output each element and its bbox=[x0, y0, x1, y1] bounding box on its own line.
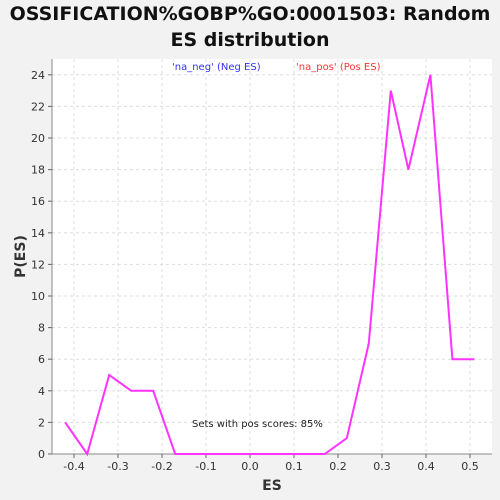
chart-title-line-2: ES distribution bbox=[170, 29, 330, 51]
y-tick-label: 2 bbox=[38, 416, 45, 429]
grid-lines bbox=[52, 59, 492, 455]
y-tick-label: 16 bbox=[31, 195, 45, 208]
chart-title-line-1: OSSIFICATION%GOBP%GO:0001503: Random bbox=[9, 3, 491, 25]
pos-scores-annotation: Sets with pos scores: 85% bbox=[192, 419, 323, 430]
x-axis-label: ES bbox=[262, 478, 282, 494]
y-tick-label: 0 bbox=[38, 448, 45, 461]
y-tick-label: 14 bbox=[31, 227, 45, 240]
y-tick-label: 18 bbox=[31, 164, 45, 177]
x-tick-label: 0.4 bbox=[417, 460, 435, 473]
plot-area bbox=[52, 59, 492, 454]
legend-entry: 'na_pos' (Pos ES) bbox=[296, 62, 381, 73]
series-group bbox=[64, 74, 475, 457]
x-tick-label: 0.5 bbox=[461, 460, 479, 473]
y-tick-label: 4 bbox=[38, 385, 45, 398]
x-tick-label: 0.2 bbox=[329, 460, 347, 473]
legend: 'na_neg' (Neg ES) 'na_pos' (Pos ES) bbox=[172, 62, 381, 73]
x-tick-label: -0.2 bbox=[151, 460, 172, 473]
x-tick-label: -0.4 bbox=[63, 460, 84, 473]
x-tick-label: -0.3 bbox=[107, 460, 128, 473]
x-tick-label: -0.1 bbox=[195, 460, 216, 473]
y-tick-label: 22 bbox=[31, 100, 45, 113]
y-tick-label: 24 bbox=[31, 69, 45, 82]
y-tick-label: 6 bbox=[38, 353, 45, 366]
y-axis-label: P(ES) bbox=[13, 235, 29, 278]
y-tick-label: 20 bbox=[31, 132, 45, 145]
x-tick-label: 0.1 bbox=[285, 460, 303, 473]
legend-entry: 'na_neg' (Neg ES) bbox=[172, 62, 261, 73]
y-tick-label: 12 bbox=[31, 258, 45, 271]
y-tick-label: 8 bbox=[38, 322, 45, 335]
tick-marks: -0.4 -0.3 -0.2 -0.1 0.0 0.1 0.2 0.3 0.4 0.5024681… bbox=[31, 69, 479, 473]
x-tick-label: 0.3 bbox=[373, 460, 391, 473]
x-tick-label: 0.0 bbox=[241, 460, 259, 473]
y-tick-label: 10 bbox=[31, 290, 45, 303]
chart-title: OSSIFICATION%GOBP%GO:0001503: Random ES … bbox=[0, 1, 500, 53]
es-distribution-line bbox=[64, 74, 475, 457]
